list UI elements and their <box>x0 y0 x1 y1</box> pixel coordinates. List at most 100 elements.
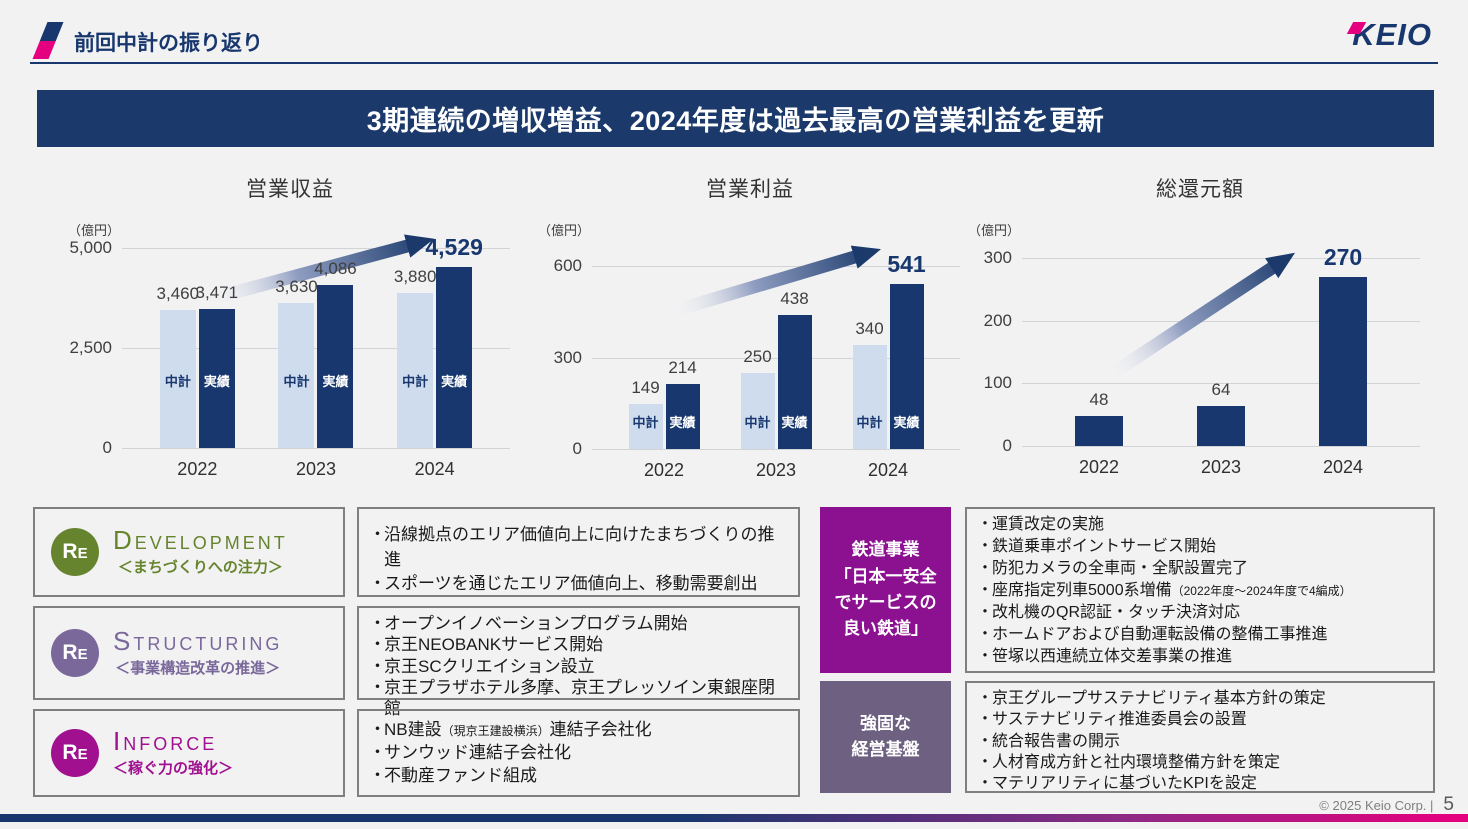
value-label: 149 <box>631 377 660 397</box>
inforce-items: NB建設（現京王建設横浜）連結子会社化サンウッド連結子会社化不動産ファンド組成 <box>357 709 800 797</box>
re-badge: Re <box>51 729 99 777</box>
bar <box>1319 276 1367 446</box>
list-item: ホームドアおよび自動運転設備の整備工事推進 <box>977 624 1423 646</box>
management-base-items: 京王グループサステナビリティ基本方針の策定サステナビリティ推進委員会の設置統合報… <box>965 681 1435 795</box>
header-divider <box>30 62 1438 64</box>
list-item: 運賃改定の実施 <box>977 514 1423 536</box>
bar-slot: 中計 149 <box>628 266 663 449</box>
chart-operating-revenue: 営業収益 （億円） 5,000 2,500 0 中計 3,460 実績 3,471 2022 中… <box>60 165 520 490</box>
list-item: 人材育成方針と社内環境整備方針を策定 <box>977 752 1423 774</box>
gridline <box>122 448 510 449</box>
list-item: 統合報告書の開示 <box>977 731 1423 753</box>
management-base-label: 強固な 経営基盤 <box>820 681 951 793</box>
bar-slot: 中計 3,880 <box>394 248 436 448</box>
bar-slot: 48 <box>1075 258 1123 446</box>
value-label: 64 <box>1211 379 1231 399</box>
section-heading: Inforce <box>113 725 218 756</box>
bar-slot: 中計 250 <box>740 266 775 449</box>
bar <box>159 309 196 448</box>
value-label: 250 <box>743 346 772 366</box>
value-label: 214 <box>668 357 697 377</box>
chart-title: 営業利益 <box>706 178 794 201</box>
bar-groups: 中計 149 実績 214 2022 中計 250 実績 438 2023 中計 340 実績 541 20… <box>592 251 960 480</box>
list-item: 京王SCクリエイション設立 <box>369 656 788 678</box>
bar <box>665 383 700 449</box>
bar-group-2023: 中計 250 実績 438 2023 <box>740 266 812 480</box>
section-re-inforce: Re Inforce ＜稼ぐ力の強化＞ <box>33 709 345 797</box>
list-item: NB建設（現京王建設横浜）連結子会社化 <box>369 719 788 742</box>
series-label: 中計 <box>283 374 310 389</box>
chart-unit-label: （億円） <box>538 223 591 238</box>
bar <box>777 315 812 449</box>
bar-groups: 中計 3,460 実績 3,471 2022 中計 3,630 実績 4,086 2023 中計 3,… <box>122 234 510 479</box>
bar-slot: 実績 4,086 <box>314 248 357 448</box>
list-item: 不動産ファンド組成 <box>369 765 788 788</box>
bar-slot: 実績 4,529 <box>425 234 483 448</box>
bar <box>852 345 887 449</box>
bullet-list: 運賃改定の実施鉄道乗車ポイントサービス開始防犯カメラの全車両・全駅設置完了座席指… <box>977 514 1423 669</box>
x-axis-category-label: 2022 <box>177 459 218 479</box>
series-label: 実績 <box>441 374 468 389</box>
bar-slot: 中計 3,460 <box>157 248 199 448</box>
bar-slot: 64 <box>1197 258 1245 446</box>
list-item: 京王グループサステナビリティ基本方針の策定 <box>977 688 1423 710</box>
railway-business-items: 運賃改定の実施鉄道乗車ポイントサービス開始防犯カメラの全車両・全駅設置完了座席指… <box>965 507 1435 673</box>
bullet-list: 京王グループサステナビリティ基本方針の策定サステナビリティ推進委員会の設置統合報… <box>977 688 1423 795</box>
gridline <box>122 348 510 349</box>
list-item: マテリアリティに基づいたKPIを設定 <box>977 773 1423 795</box>
list-item: 京王NEOBANKサービス開始 <box>369 634 788 656</box>
section-heading-block: Development ＜まちづくりへの注力＞ <box>113 526 288 577</box>
bar-group-2023: 64 2023 <box>1197 258 1245 477</box>
bullet-list: オープンイノベーションプログラム開始京王NEOBANKサービス開始京王SCクリエ… <box>369 613 788 719</box>
bar-group-2024: 中計 340 実績 541 2024 <box>852 251 926 480</box>
bar-slot: 中計 340 <box>852 266 887 449</box>
section-re-structuring: Re Structuring ＜事業構造改革の推進＞ <box>33 606 345 700</box>
section-re-development: Re Development ＜まちづくりへの注力＞ <box>33 507 345 597</box>
series-label: 実績 <box>893 415 920 430</box>
series-label: 中計 <box>164 374 191 389</box>
gridline <box>1022 383 1420 385</box>
chart-plot-area: 300 200 100 0 48 2022 64 2023 270 2024 <box>984 244 1420 477</box>
bar-group-2022: 48 2022 <box>1075 258 1123 477</box>
list-item: 沿線拠点のエリア価値向上に向けたまちづくりの推進 <box>369 523 788 572</box>
bar-slot: 実績 438 <box>777 266 812 449</box>
section-heading-block: Structuring ＜事業構造改革の推進＞ <box>113 627 282 678</box>
series-label: 中計 <box>402 374 429 389</box>
bar <box>628 403 663 449</box>
x-axis-category-label: 2024 <box>414 459 455 479</box>
headline-text: 3期連続の増収増益、2024年度は過去最高の営業利益を更新 <box>366 106 1105 136</box>
bar <box>397 292 434 448</box>
bar-slot: 実績 214 <box>665 266 700 449</box>
section-subtitle: ＜稼ぐ力の強化＞ <box>113 760 234 778</box>
list-item-small-text: （現京王建設横浜） <box>441 724 550 738</box>
bar-group-2024: 270 2024 <box>1319 244 1367 477</box>
list-item: 京王プラザホテル多摩、京王プレッソイン東銀座閉館 <box>369 677 788 720</box>
gridline <box>1022 258 1420 259</box>
list-item: サンウッド連結子会社化 <box>369 742 788 765</box>
railway-business-label: 鉄道事業 「日本一安全 でサービスの 良い鉄道」 <box>820 507 951 673</box>
chart-plot-area: 5,000 2,500 0 中計 3,460 実績 3,471 2022 中計 3,630 実績 4,… <box>69 234 510 479</box>
chart-title: 営業収益 <box>246 178 334 201</box>
bar <box>889 284 924 449</box>
bar-slot: 実績 3,471 <box>196 248 238 448</box>
x-axis-category-label: 2023 <box>295 459 337 479</box>
x-axis-category-label: 2024 <box>1322 457 1364 477</box>
list-item: オープンイノベーションプログラム開始 <box>369 613 788 635</box>
bar <box>1075 415 1123 446</box>
footer: © 2025 Keio Corp. | 5 <box>1319 794 1454 816</box>
bar <box>740 372 775 449</box>
bullet-list: NB建設（現京王建設横浜）連結子会社化サンウッド連結子会社化不動産ファンド組成 <box>369 719 788 788</box>
chart-title: 総還元額 <box>1156 178 1244 201</box>
value-label: 340 <box>855 319 884 339</box>
value-label: 270 <box>1323 243 1363 270</box>
value-label: 3,460 <box>156 283 200 303</box>
list-item: 改札機のQR認証・タッチ決済対応 <box>977 602 1423 624</box>
value-label: 48 <box>1089 389 1109 409</box>
management-base-text: 強固な 経営基盤 <box>851 713 920 759</box>
series-label: 実績 <box>669 415 696 430</box>
section-heading-block: Inforce ＜稼ぐ力の強化＞ <box>113 725 234 778</box>
list-item-small-text: （2022年度～2024年度で4編成） <box>1171 584 1352 599</box>
bar <box>278 302 315 448</box>
bar-slot: 中計 3,630 <box>275 248 318 448</box>
